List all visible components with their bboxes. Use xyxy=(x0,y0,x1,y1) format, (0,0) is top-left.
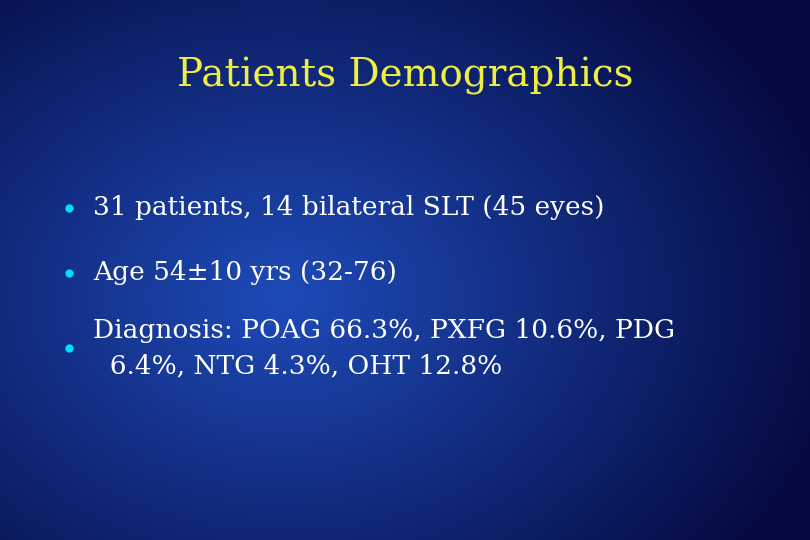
Text: Age 54±10 yrs (32-76): Age 54±10 yrs (32-76) xyxy=(93,260,397,285)
Text: Patients Demographics: Patients Demographics xyxy=(177,57,633,94)
Text: 31 patients, 14 bilateral SLT (45 eyes): 31 patients, 14 bilateral SLT (45 eyes) xyxy=(93,195,604,220)
Text: Diagnosis: POAG 66.3%, PXFG 10.6%, PDG
  6.4%, NTG 4.3%, OHT 12.8%: Diagnosis: POAG 66.3%, PXFG 10.6%, PDG 6… xyxy=(93,318,676,379)
